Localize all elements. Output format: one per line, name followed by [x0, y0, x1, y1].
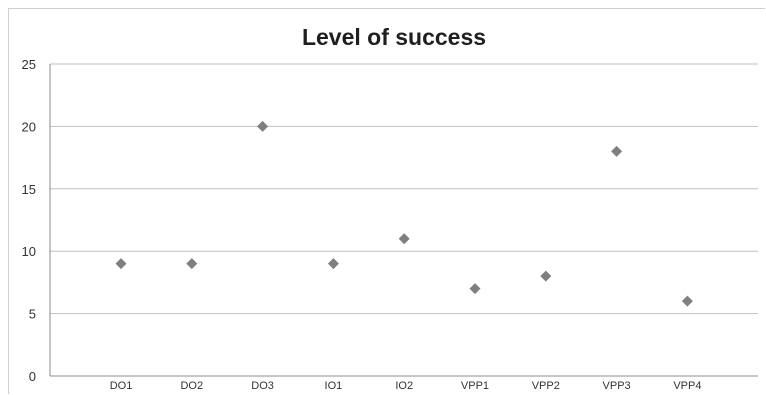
y-tick-label: 20 [22, 119, 36, 134]
chart-area: Level of success 0 5 10 15 20 25 DO1 DO2 DO3 IO1… [8, 8, 765, 394]
x-tick-label: VPP4 [673, 380, 701, 392]
x-tick-label: VPP1 [461, 380, 489, 392]
x-tick-label: DO3 [251, 380, 274, 392]
data-point-io1 [327, 258, 339, 270]
y-tick-label: 25 [22, 57, 36, 72]
y-tick-label: 0 [29, 369, 36, 384]
data-point-vpp3 [611, 145, 623, 157]
y-tick-label: 15 [22, 182, 36, 197]
y-tick-label: 5 [29, 307, 36, 322]
x-tick-label: IO2 [395, 380, 413, 392]
x-tick-label: IO1 [325, 380, 343, 392]
x-tick-label: DO2 [180, 380, 203, 392]
x-tick-label: DO1 [110, 380, 133, 392]
scatter-chart: Level of success 0 5 10 15 20 25 DO1 DO2 DO3 IO1… [22, 24, 758, 392]
data-point-do3 [257, 120, 269, 132]
chart-title: Level of success [302, 24, 486, 50]
data-point-vpp1 [469, 283, 481, 295]
data-point-do1 [115, 258, 127, 270]
x-tick-label: VPP2 [532, 380, 560, 392]
data-point-vpp2 [540, 270, 552, 282]
data-point-do2 [186, 258, 198, 270]
x-tick-label: VPP3 [603, 380, 631, 392]
data-point-vpp4 [681, 295, 693, 307]
data-point-io2 [398, 233, 410, 245]
y-tick-label: 10 [22, 244, 36, 259]
